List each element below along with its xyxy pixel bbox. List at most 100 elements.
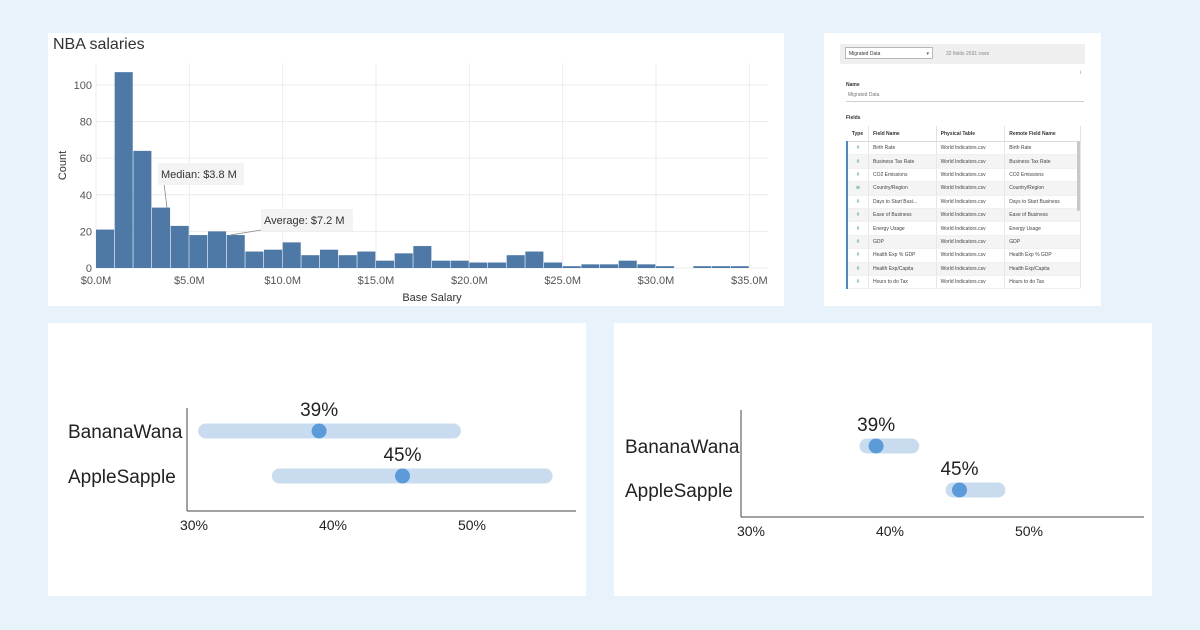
value-label: 45% bbox=[940, 459, 978, 480]
table-row[interactable]: # Birth Rate World Indicators.csv Birth Rat… bbox=[846, 141, 1081, 156]
table-row[interactable]: # CO2 Emissions World Indicators.csv CO2 Em… bbox=[846, 168, 1081, 183]
field-name-cell: GDP bbox=[868, 235, 937, 250]
x-tick-label: 40% bbox=[319, 517, 347, 533]
histogram-bar[interactable] bbox=[525, 251, 544, 268]
remote-field-name-cell: Ease of Business bbox=[1004, 208, 1081, 223]
histogram-bar[interactable] bbox=[450, 260, 469, 268]
histogram-bar[interactable] bbox=[618, 260, 637, 268]
physical-table-cell: World Indicators.csv bbox=[936, 141, 1006, 156]
histogram-bar[interactable] bbox=[693, 266, 712, 268]
histogram-bar[interactable] bbox=[338, 255, 357, 268]
histogram-bar[interactable] bbox=[488, 262, 507, 268]
table-row[interactable]: # GDP World Indicators.csv GDP bbox=[846, 235, 1081, 250]
y-tick-label: 60 bbox=[80, 153, 92, 165]
y-tick-label: 40 bbox=[80, 190, 92, 202]
field-name-cell: Days to Start Busi... bbox=[868, 195, 937, 209]
histogram-bar[interactable] bbox=[282, 242, 301, 268]
histogram-bar[interactable] bbox=[152, 207, 171, 268]
histogram-bar[interactable] bbox=[133, 150, 152, 268]
histogram-bar[interactable] bbox=[357, 251, 376, 268]
histogram-bar[interactable] bbox=[730, 266, 749, 268]
histogram-bar[interactable] bbox=[320, 249, 339, 268]
physical-table-cell: World Indicators.csv bbox=[936, 275, 1006, 290]
histogram-bar[interactable] bbox=[581, 264, 600, 268]
name-label: Name bbox=[846, 82, 860, 88]
remote-field-name-cell: Health Exp % GDP bbox=[1004, 248, 1081, 263]
fields-label: Fields bbox=[846, 115, 861, 121]
histogram-bar[interactable] bbox=[376, 260, 395, 268]
physical-table-cell: World Indicators.csv bbox=[936, 262, 1006, 276]
column-header-type[interactable]: Type bbox=[847, 126, 869, 142]
histogram-bar[interactable] bbox=[506, 255, 525, 268]
remote-field-name-cell: Energy Usage bbox=[1004, 221, 1081, 236]
dot-range-chart-narrow-panel: 30% 40% 50% BananaWana 39% AppleSapple 45% bbox=[614, 323, 1152, 596]
info-icon[interactable]: i bbox=[1079, 70, 1081, 76]
histogram-bar[interactable] bbox=[114, 72, 133, 268]
value-dot[interactable] bbox=[952, 482, 967, 498]
table-row[interactable]: # Health Exp/Capita World Indicators.csv He… bbox=[846, 262, 1081, 276]
category-label: BananaWana bbox=[68, 422, 183, 443]
category-label: BananaWana bbox=[625, 437, 740, 458]
field-type-icon: # bbox=[846, 141, 869, 156]
histogram-bar[interactable] bbox=[96, 229, 115, 268]
table-row[interactable]: # Hours to do Tax World Indicators.csv Hour… bbox=[846, 275, 1081, 290]
histogram-bar[interactable] bbox=[600, 264, 619, 268]
remote-field-name-cell: Days to Start Business bbox=[1004, 195, 1081, 209]
table-row[interactable]: # Business Tax Rate World Indicators.csv Bu… bbox=[846, 154, 1081, 169]
physical-table-cell: World Indicators.csv bbox=[936, 195, 1006, 209]
column-header-physical-table[interactable]: Physical Table bbox=[936, 126, 1006, 142]
value-dot[interactable] bbox=[311, 423, 327, 439]
table-row[interactable]: # Ease of Business World Indicators.csv Eas… bbox=[846, 208, 1081, 223]
name-field[interactable]: Migrated Data bbox=[846, 90, 1084, 102]
remote-field-name-cell: Hours to do Tax bbox=[1004, 275, 1081, 290]
value-dot[interactable] bbox=[395, 468, 410, 484]
y-tick-label: 20 bbox=[80, 226, 92, 238]
table-row[interactable]: ⊕ Country/Region World Indicators.csv Count… bbox=[846, 181, 1081, 196]
histogram-bar[interactable] bbox=[264, 249, 283, 268]
x-tick-label: $30.0M bbox=[638, 275, 675, 287]
histogram-bar[interactable] bbox=[245, 251, 264, 268]
histogram-bar[interactable] bbox=[712, 266, 731, 268]
column-header-remote-field-name[interactable]: Remote Field Name bbox=[1004, 126, 1081, 142]
annotation-label: Average: $7.2 M bbox=[264, 215, 345, 227]
physical-table-cell: World Indicators.csv bbox=[936, 208, 1006, 223]
field-type-icon: # bbox=[846, 195, 869, 209]
histogram-bar[interactable] bbox=[656, 266, 675, 268]
column-header-field-name[interactable]: Field Name bbox=[868, 126, 937, 142]
table-scrollbar[interactable] bbox=[1077, 141, 1080, 211]
histogram-bar[interactable] bbox=[413, 246, 432, 268]
histogram-bar[interactable] bbox=[432, 260, 451, 268]
x-tick-label: 40% bbox=[876, 523, 904, 539]
field-name-cell: Business Tax Rate bbox=[868, 154, 937, 169]
histogram-bar[interactable] bbox=[394, 253, 413, 268]
histogram-bar[interactable] bbox=[637, 264, 656, 268]
histogram-bar[interactable] bbox=[469, 262, 488, 268]
histogram-bar[interactable] bbox=[170, 225, 189, 268]
histogram-bar[interactable] bbox=[189, 235, 208, 268]
table-row[interactable]: # Energy Usage World Indicators.csv Energy … bbox=[846, 221, 1081, 236]
x-tick-label: $15.0M bbox=[358, 275, 395, 287]
table-header-row: Type Field Name Physical Table Remote Fi… bbox=[847, 126, 1081, 142]
field-type-icon: # bbox=[846, 208, 869, 223]
histogram-bar[interactable] bbox=[208, 231, 227, 268]
field-name-cell: Ease of Business bbox=[868, 208, 937, 223]
physical-table-cell: World Indicators.csv bbox=[936, 181, 1006, 196]
annotation-box bbox=[158, 163, 244, 185]
table-row[interactable]: # Days to Start Busi... World Indicators.c… bbox=[846, 195, 1081, 209]
remote-field-name-cell: CO2 Emissions bbox=[1004, 168, 1081, 183]
histogram-chart: 0 20 40 60 80 100 $0.0M $5.0M $10.0M $15.0M $20.0M… bbox=[57, 63, 768, 304]
field-type-icon: # bbox=[846, 248, 869, 263]
value-dot[interactable] bbox=[868, 438, 884, 454]
dot-range-chart-wide-panel: 30% 40% 50% BananaWana 39% AppleSapple 45% bbox=[48, 323, 586, 596]
histogram-bar[interactable] bbox=[301, 255, 320, 268]
histogram-bar[interactable] bbox=[562, 266, 581, 268]
x-tick-label: $10.0M bbox=[264, 275, 301, 287]
table-row[interactable]: # Health Exp % GDP World Indicators.csv Hea… bbox=[846, 248, 1081, 263]
connection-select[interactable]: Migrated Data ▾ bbox=[845, 47, 933, 59]
remote-field-name-cell: Birth Rate bbox=[1004, 141, 1081, 156]
data-source-panel: Migrated Data ▾ 32 fields 2691 rows i Na… bbox=[824, 33, 1101, 306]
dot-range-chart-wide: 30% 40% 50% BananaWana 39% AppleSapple 45% bbox=[68, 400, 576, 533]
histogram-bar[interactable] bbox=[226, 235, 245, 268]
histogram-bar[interactable] bbox=[544, 262, 563, 268]
remote-field-name-cell: Business Tax Rate bbox=[1004, 154, 1081, 169]
